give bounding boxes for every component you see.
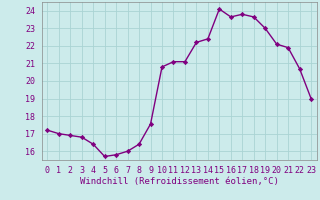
X-axis label: Windchill (Refroidissement éolien,°C): Windchill (Refroidissement éolien,°C) [80, 177, 279, 186]
